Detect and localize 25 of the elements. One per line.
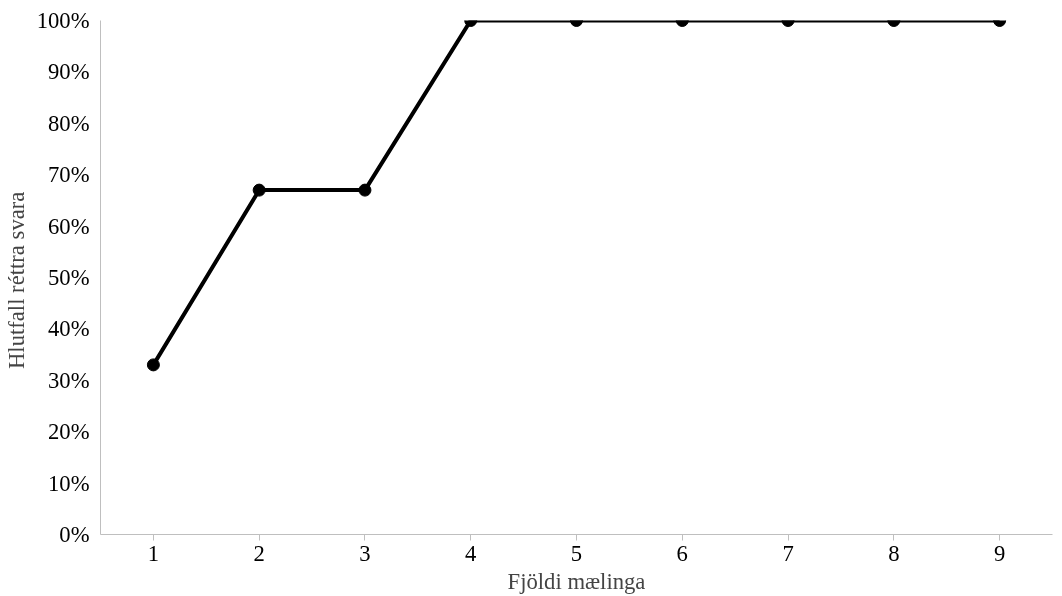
x-tick-label: 5 <box>570 540 583 566</box>
y-tick-label: 100% <box>36 8 90 33</box>
y-tick-label: 20% <box>47 419 90 445</box>
x-tick-label: 1 <box>147 540 160 566</box>
y-tick-label: 80% <box>47 110 90 136</box>
x-tick-label: 6 <box>676 540 688 566</box>
x-axis-title: Fjöldi mælinga <box>507 568 646 594</box>
x-tick-label: 2 <box>253 540 265 566</box>
y-axis-title: Hlutfall réttra svara <box>3 191 29 370</box>
x-tick-label: 7 <box>782 540 794 566</box>
point <box>358 183 372 197</box>
x-tick-label: 3 <box>359 540 371 566</box>
y-tick-label: 30% <box>47 367 90 393</box>
y-tick-label: 90% <box>47 59 90 85</box>
y-tick-label: 50% <box>47 265 90 290</box>
x-tick-label: 8 <box>888 540 900 566</box>
x-tick-label: 4 <box>465 540 477 566</box>
point <box>252 183 266 197</box>
y-tick-label: 60% <box>47 213 90 239</box>
y-tick-label: 40% <box>47 316 90 342</box>
y-tick-label: 10% <box>47 470 90 496</box>
point <box>146 358 160 372</box>
x-tick-label: 9 <box>993 540 1006 566</box>
y-tick-label: 70% <box>47 162 90 188</box>
y-tick-label: 0% <box>59 522 90 547</box>
